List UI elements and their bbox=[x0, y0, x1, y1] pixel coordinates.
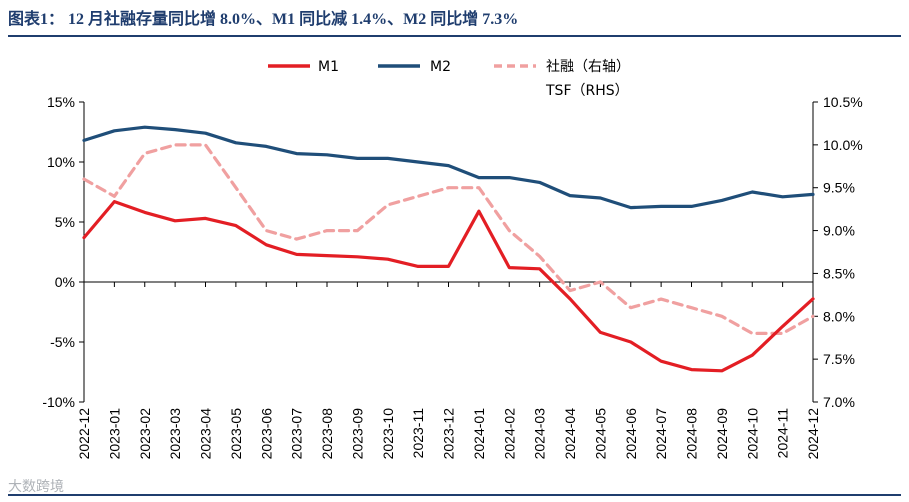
y-right-tick-label: 10.0% bbox=[823, 137, 863, 153]
x-tick-label: 2024-12 bbox=[805, 408, 821, 460]
series-tsf-line bbox=[82, 143, 815, 335]
series-m2-line bbox=[82, 125, 815, 210]
x-tick-label: 2024-02 bbox=[501, 408, 517, 460]
x-tick-label: 2022-12 bbox=[76, 408, 92, 460]
figure-title: 图表1： 12 月社融存量同比增 8.0%、M1 同比减 1.4%、M2 同比增… bbox=[8, 11, 519, 28]
x-tick-label: 2024-05 bbox=[592, 408, 608, 460]
x-tick-label: 2023-03 bbox=[167, 408, 183, 460]
x-tick-label: 2023-06 bbox=[258, 408, 274, 460]
legend-m1-label: M1 bbox=[318, 59, 339, 75]
x-tick-label: 2023-04 bbox=[198, 408, 214, 460]
legend-tsf-label-en: TSF（RHS） bbox=[545, 83, 629, 99]
legend-tsf-label: 社融（右轴） bbox=[546, 59, 630, 75]
x-tick-label: 2024-03 bbox=[532, 408, 548, 460]
chart-legend: M1 M2 社融（右轴） TSF（RHS） bbox=[268, 59, 630, 99]
x-tick-label: 2023-07 bbox=[289, 408, 305, 460]
x-tick-label: 2023-10 bbox=[380, 408, 396, 460]
x-tick-label: 2023-09 bbox=[349, 408, 365, 460]
y-right-tick-label: 7.5% bbox=[823, 351, 855, 367]
y-right-tick-label: 9.0% bbox=[823, 223, 855, 239]
y-right-tick-label: 10.5% bbox=[823, 94, 863, 110]
x-tick-label: 2023-11 bbox=[410, 408, 426, 459]
y-right-tick-label: 9.5% bbox=[823, 180, 855, 196]
x-tick-label: 2023-02 bbox=[137, 408, 153, 460]
series-m1-line bbox=[82, 200, 815, 373]
x-tick-label: 2023-12 bbox=[441, 408, 457, 460]
x-tick-label: 2024-09 bbox=[714, 408, 730, 460]
legend-m2-label: M2 bbox=[430, 59, 451, 75]
y-left-tick-label: 5% bbox=[55, 214, 75, 230]
y-right-tick-label: 8.0% bbox=[823, 308, 855, 324]
y-left-tick-label: -10% bbox=[42, 394, 75, 410]
x-tick-label: 2023-08 bbox=[319, 408, 335, 460]
y-left-tick-label: 0% bbox=[55, 274, 75, 290]
x-tick-label: 2024-06 bbox=[623, 408, 639, 460]
chart-axes: -10% -5% 0% 5% 10% 15% 7.0% 7.5% 8.0% 8.5% 9.0% 9.5… bbox=[42, 94, 862, 459]
y-left-tick-label: -5% bbox=[50, 334, 75, 350]
x-tick-label: 2024-08 bbox=[684, 408, 700, 460]
x-tick-label: 2024-10 bbox=[744, 408, 760, 460]
y-left-tick-label: 10% bbox=[47, 154, 75, 170]
title-divider bbox=[8, 35, 901, 37]
y-left-tick-label: 15% bbox=[47, 94, 75, 110]
y-right-tick-label: 8.5% bbox=[823, 265, 855, 281]
x-tick-label: 2024-01 bbox=[471, 408, 487, 460]
x-tick-label: 2024-07 bbox=[653, 408, 669, 460]
x-tick-label: 2023-01 bbox=[106, 408, 122, 460]
chart-series bbox=[82, 125, 815, 373]
watermark: 大数跨境 bbox=[8, 479, 64, 495]
bottom-divider bbox=[8, 494, 901, 496]
x-tick-label: 2024-04 bbox=[562, 408, 578, 460]
x-tick-label: 2024-11 bbox=[775, 408, 791, 459]
y-right-tick-label: 7.0% bbox=[823, 394, 855, 410]
x-tick-label: 2023-05 bbox=[228, 408, 244, 460]
